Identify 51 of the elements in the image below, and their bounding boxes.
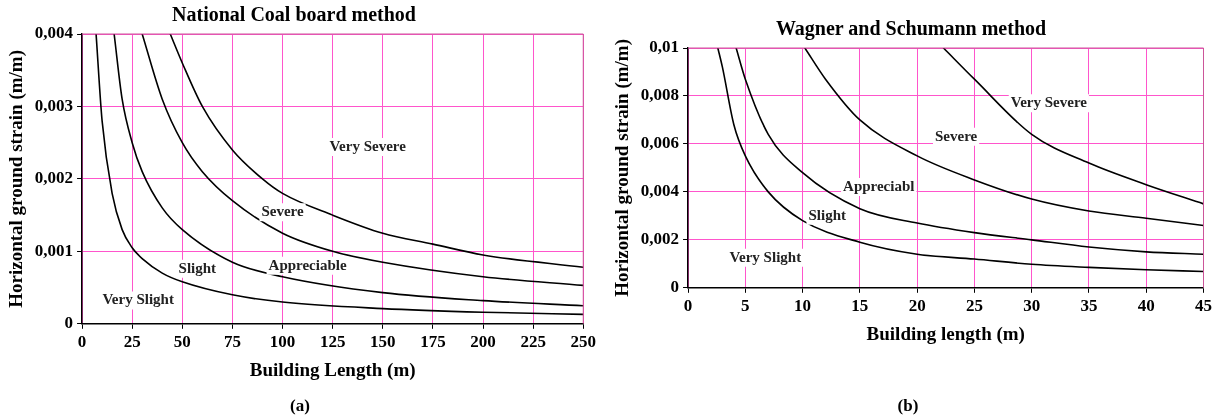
- annotation: Appreciabl: [843, 177, 915, 194]
- x-tick-label: 25: [123, 332, 141, 352]
- annotation: Severe: [934, 127, 978, 144]
- annotation: Very Severe: [329, 137, 407, 154]
- x-tick-label: 175: [420, 332, 446, 352]
- x-tick-label: 150: [370, 332, 396, 352]
- annotation: Slight: [178, 259, 217, 276]
- y-tick-label: 0,003: [34, 95, 74, 115]
- x-tick-label: 25: [965, 296, 983, 316]
- x-tick-label: 10: [794, 296, 812, 316]
- x-tick-label: 45: [1195, 296, 1212, 316]
- x-tick-label: 30: [1023, 296, 1041, 316]
- chart-title: Wagner and Schumann method: [775, 17, 1047, 41]
- x-tick-label: 50: [173, 332, 191, 352]
- x-tick-label: 225: [520, 332, 546, 352]
- line-series: [804, 48, 1204, 227]
- annotation: Very Severe: [1010, 94, 1088, 111]
- x-tick-label: 100: [269, 332, 296, 352]
- y-tick-label: 0,004: [34, 23, 74, 43]
- y-tick-label: 0,008: [640, 85, 680, 105]
- annotation: Appreciable: [268, 256, 347, 273]
- x-tick-label: 40: [1137, 296, 1155, 316]
- y-tick-label: 0,001: [34, 240, 74, 260]
- x-axis-title: Building length (m): [866, 322, 1025, 345]
- annotation: Very Slight: [102, 291, 174, 308]
- x-tick-label: 250: [570, 332, 596, 352]
- x-tick-label: 75: [223, 332, 241, 352]
- annotation: Slight: [808, 206, 846, 223]
- x-tick-label: 125: [319, 332, 346, 352]
- chart-title: National Coal board method: [172, 3, 416, 26]
- x-tick-label: 0: [77, 332, 87, 352]
- y-tick-label: 0,01: [649, 37, 680, 57]
- annotation: Severe: [261, 203, 304, 220]
- y-tick-label: 0: [64, 313, 74, 333]
- x-tick-label: 200: [470, 332, 496, 352]
- x-tick-label: 35: [1080, 296, 1098, 316]
- y-axis-title: Horizontal ground strain (m/m): [5, 50, 28, 308]
- x-tick-label: 15: [851, 296, 869, 316]
- x-axis-title: Building Length (m): [249, 358, 416, 381]
- y-tick-label: 0,002: [34, 168, 74, 188]
- x-tick-label: 5: [741, 296, 750, 316]
- y-tick-label: 0,002: [640, 229, 680, 249]
- text: (b): [897, 396, 919, 416]
- y-axis-title: Horizontal ground strain (m/m): [611, 39, 634, 297]
- text: (a): [290, 396, 310, 416]
- x-tick-label: 0: [683, 296, 693, 316]
- annotation: Very Slight: [729, 248, 802, 265]
- x-tick-label: 20: [908, 296, 926, 316]
- y-tick-label: 0,004: [640, 181, 680, 201]
- y-tick-label: 0,006: [640, 133, 680, 153]
- y-tick-label: 0: [670, 277, 680, 297]
